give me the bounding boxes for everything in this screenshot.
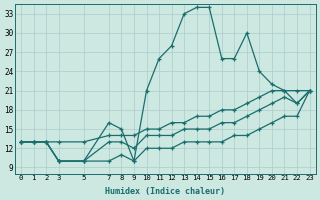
X-axis label: Humidex (Indice chaleur): Humidex (Indice chaleur) [105, 187, 225, 196]
